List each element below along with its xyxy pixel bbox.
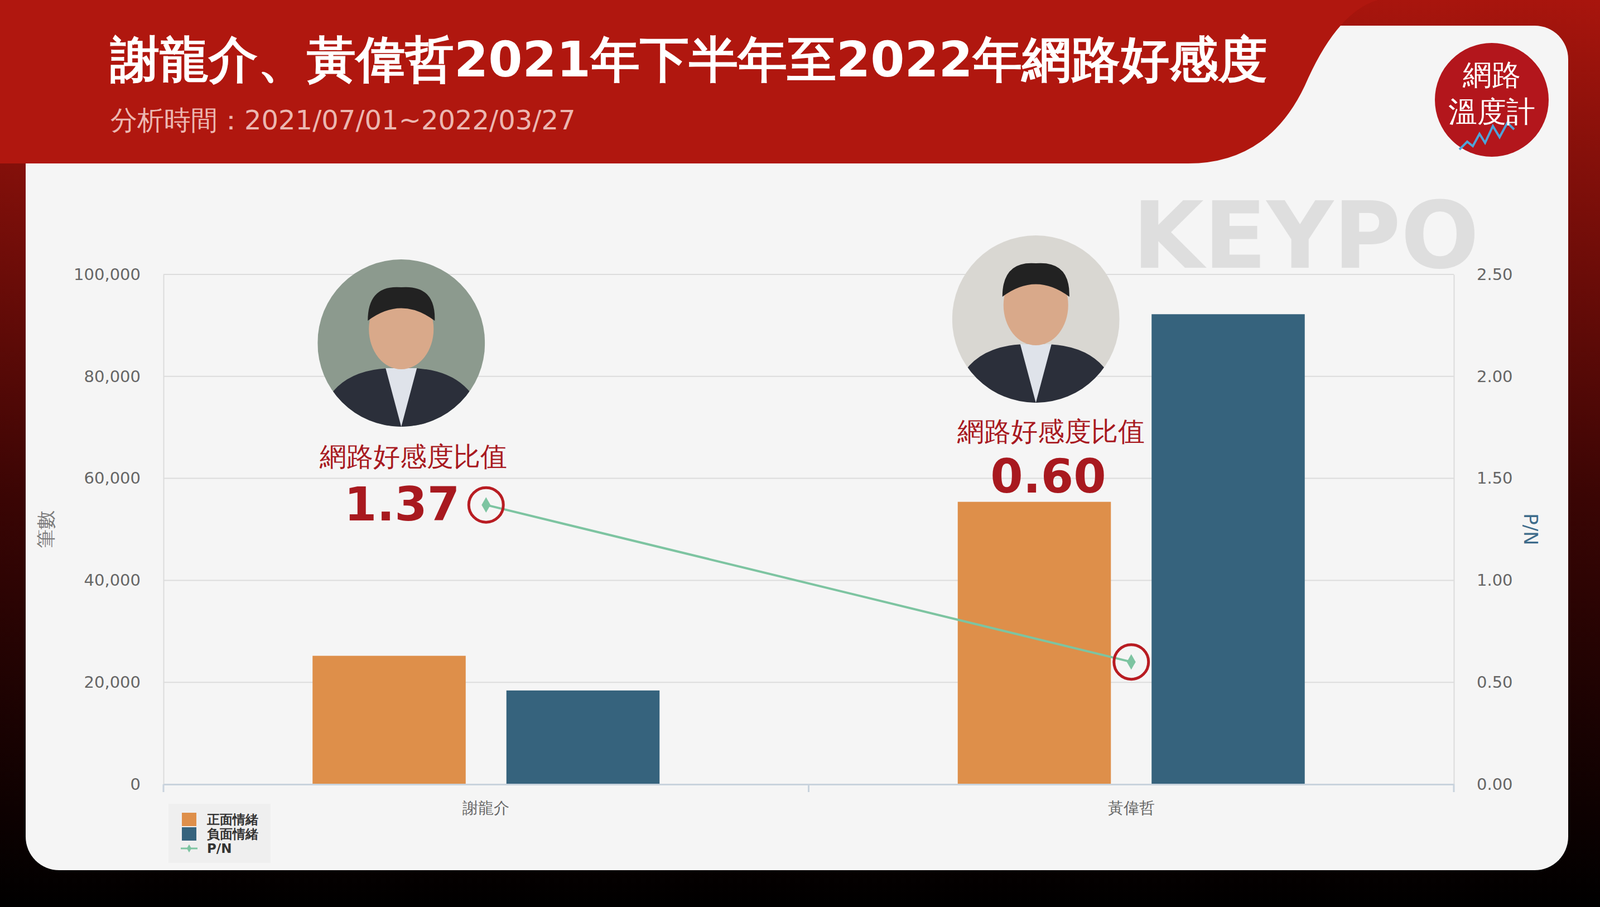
y-tick-label: 80,000 <box>84 367 141 387</box>
chart-root: 謝龍介、黃偉哲2021年下半年至2022年網路好感度分析時間：2021/07/0… <box>0 0 1600 907</box>
y2-tick: 0.50 <box>1453 672 1513 692</box>
legend: 正面情緒負面情緒P/N <box>168 803 271 864</box>
portrait-suit <box>317 368 485 427</box>
y2-tick: 0.00 <box>1453 774 1513 794</box>
portrait-shirt <box>1020 344 1052 403</box>
bar <box>506 690 660 785</box>
line-marker <box>481 497 491 513</box>
annotation: 網路好感度比值 <box>956 415 1145 447</box>
annotation: 網路好感度比值 <box>319 440 508 472</box>
y-tick-label: 60,000 <box>84 468 141 488</box>
y2-tick: 2.00 <box>1453 367 1513 387</box>
portrait <box>952 235 1120 403</box>
y-tick: 100,000 <box>73 264 164 284</box>
y-tick: 60,000 <box>84 468 164 488</box>
y2-axis: 0.00 0.50 1.00 1.50 2.00 2.50 <box>1453 264 1513 794</box>
logo: 網路溫度計 <box>1434 42 1549 157</box>
data-label: 1.37 <box>344 476 460 532</box>
bar-series <box>506 314 1305 785</box>
portrait-hair <box>367 287 435 321</box>
legend-label: 正面情緒 <box>206 812 259 827</box>
y-tick-label: 0 <box>130 774 141 794</box>
x-tick-label: 謝龍介 <box>462 798 510 818</box>
y-tick: 40,000 <box>84 570 164 590</box>
y2-tick-label: 0.00 <box>1476 774 1513 794</box>
y-tick-label: 40,000 <box>84 570 141 590</box>
y2-tick: 1.50 <box>1453 468 1513 488</box>
category-separator <box>162 784 165 793</box>
portrait-shirt <box>385 368 417 427</box>
y-tick-label: 20,000 <box>84 672 141 692</box>
bar <box>1151 314 1305 785</box>
y-tick-label: 100,000 <box>73 264 141 284</box>
category-separators <box>163 784 1454 793</box>
line-annotations: 1.37網路好感度比值0.60網路好感度比值 <box>319 415 1149 680</box>
y-tick: 80,000 <box>84 367 164 387</box>
header-band <box>0 0 1378 164</box>
y2-tick: 2.50 <box>1453 264 1513 284</box>
highlight-ring <box>1114 644 1149 680</box>
y2-tick-label: 2.00 <box>1476 367 1513 387</box>
y2-tick-label: 1.00 <box>1476 570 1513 590</box>
portrait-bg <box>952 235 1120 403</box>
x-axis: 謝龍介 黃偉哲 <box>164 784 1455 818</box>
legend-swatch <box>181 827 197 841</box>
logo-circle <box>1434 42 1549 157</box>
portrait <box>317 259 485 427</box>
y2-tick-label: 1.50 <box>1476 468 1513 488</box>
line-marker <box>1126 654 1136 671</box>
data-label: 0.60 <box>990 449 1106 504</box>
bar <box>312 656 466 785</box>
x-tick: 黃偉哲 <box>1107 784 1155 818</box>
background <box>0 0 1600 907</box>
legend-swatch <box>181 812 197 827</box>
y-axis-line <box>163 275 165 785</box>
portrait-suit <box>952 344 1120 403</box>
bar-series <box>312 502 1111 785</box>
bar <box>957 502 1112 785</box>
line <box>485 504 1132 663</box>
highlight-ring <box>468 487 504 523</box>
legend-label: P/N <box>206 841 233 856</box>
subtitle: 分析時間：2021/07/01~2022/03/27 <box>110 104 576 136</box>
y2-axis-line <box>1453 275 1455 785</box>
category-separator <box>1453 784 1455 793</box>
legend-label: 負面情緒 <box>206 826 259 842</box>
y-tick: 0 <box>130 774 164 794</box>
y-axis-title: 筆數 <box>34 510 57 549</box>
portrait-bg <box>317 259 485 427</box>
x-tick: 謝龍介 <box>462 784 510 818</box>
plot-area <box>312 314 1305 785</box>
y2-axis-title: P/N <box>1519 513 1542 546</box>
portrait-hair <box>1002 263 1070 297</box>
title: 謝龍介、黃偉哲2021年下半年至2022年網路好感度 <box>109 30 1268 89</box>
logo-text: 網路 <box>1462 58 1521 92</box>
logo-text: 溫度計 <box>1448 94 1536 129</box>
y2-tick-label: 0.50 <box>1476 672 1513 692</box>
y2-tick-label: 2.50 <box>1476 264 1513 284</box>
x-tick-label: 黃偉哲 <box>1107 798 1155 818</box>
y2-tick: 1.00 <box>1453 570 1513 590</box>
y-tick: 20,000 <box>84 672 164 692</box>
legend-box <box>168 803 271 864</box>
watermark: KEYPO <box>1132 182 1479 290</box>
category-separator <box>807 784 810 793</box>
legend-marker <box>186 844 192 853</box>
y-axis: 0 20,000 40,000 60,000 80,000 100,000 <box>73 264 164 794</box>
